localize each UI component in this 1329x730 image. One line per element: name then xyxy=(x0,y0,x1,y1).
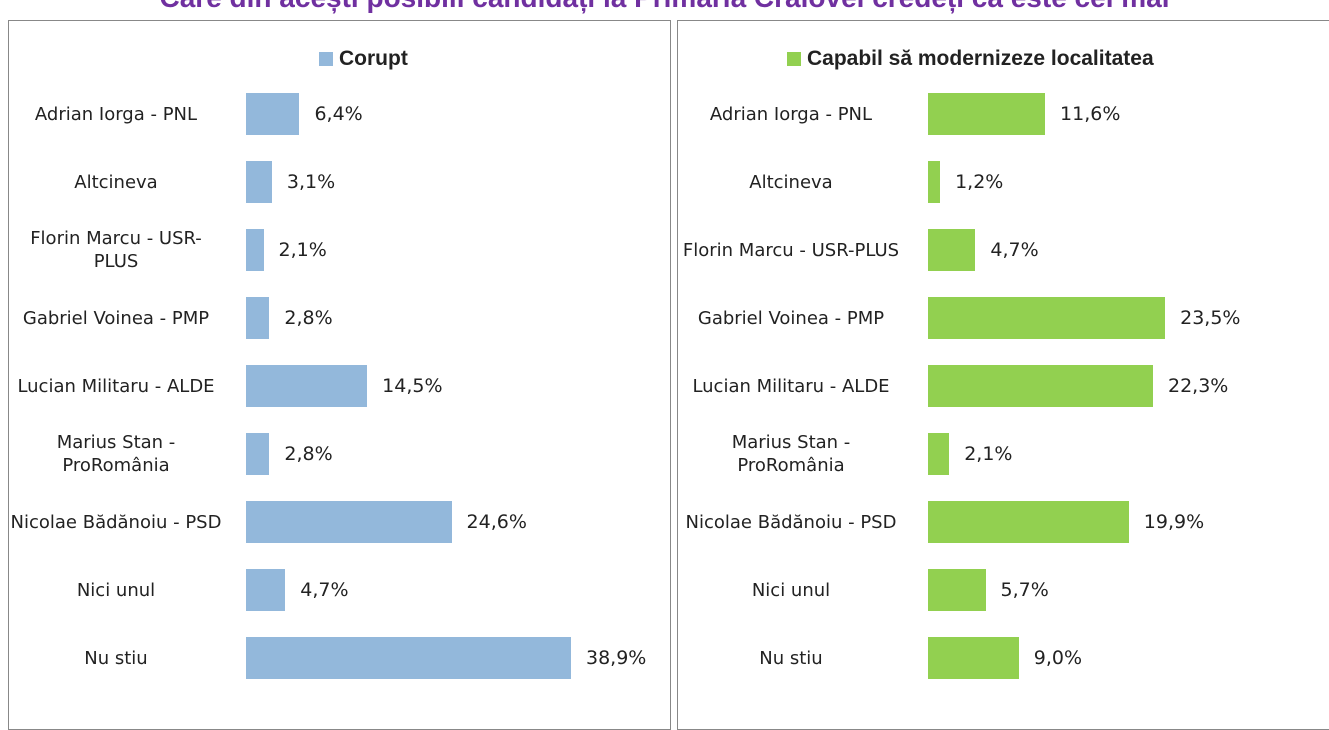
legend-label: Corupt xyxy=(339,47,408,70)
legend-item: Capabil să modernizeze localitatea xyxy=(787,45,1154,73)
bar xyxy=(246,637,571,679)
data-label: 11,6% xyxy=(1060,103,1121,125)
category-label: Marius Stan - ProRomânia xyxy=(56,432,176,476)
legend-item: Corupt xyxy=(319,45,408,73)
data-label: 1,2% xyxy=(955,171,1004,193)
category-label: Nu stiu xyxy=(759,647,823,669)
category-label: Nicolae Bădănoiu - PSD xyxy=(10,511,222,533)
bar xyxy=(246,501,452,543)
data-label: 19,9% xyxy=(1143,511,1205,533)
category-label: Altcineva xyxy=(74,171,158,193)
legend-label: Capabil să modernizeze localitatea xyxy=(807,47,1154,70)
category-label: Nici unul xyxy=(76,579,156,601)
bar xyxy=(928,569,986,611)
bar xyxy=(928,637,1019,679)
category-label: Lucian Militaru - ALDE xyxy=(692,375,890,397)
bar xyxy=(928,501,1129,543)
category-label: Nu stiu xyxy=(84,647,148,669)
chart-panel: Corupt Adrian Iorga - PNL 6,4% Altcineva 3,1… xyxy=(8,20,671,730)
category-label: Altcineva xyxy=(749,171,833,193)
bar xyxy=(928,297,1166,339)
bar xyxy=(928,229,976,271)
data-label: 2,1% xyxy=(278,239,327,261)
category-label: Adrian Iorga - PNL xyxy=(709,103,873,125)
data-label: 4,7% xyxy=(300,579,349,601)
data-label: 2,8% xyxy=(284,307,333,329)
category-label: Nici unul xyxy=(751,579,831,601)
legend-swatch xyxy=(319,52,333,66)
data-label: 2,8% xyxy=(284,443,333,465)
data-label: 38,9% xyxy=(586,647,647,669)
category-label: Lucian Militaru - ALDE xyxy=(17,375,215,397)
category-label: Gabriel Voinea - PMP xyxy=(22,307,210,329)
bar xyxy=(246,93,300,135)
category-label: Florin Marcu - USR-PLUS xyxy=(30,228,202,272)
data-label: 6,4% xyxy=(314,103,363,125)
bar xyxy=(246,229,264,271)
data-label: 4,7% xyxy=(990,239,1039,261)
category-label: Florin Marcu - USR-PLUS xyxy=(682,239,900,261)
bar xyxy=(246,161,272,203)
bar xyxy=(246,297,270,339)
data-label: 22,3% xyxy=(1168,375,1229,397)
data-label: 9,0% xyxy=(1033,647,1083,669)
bar xyxy=(928,161,941,203)
page-title: Care din acești posibili candidați la Pr… xyxy=(0,0,1329,22)
chart-panel: Capabil să modernizeze localitatea Adrian… xyxy=(677,20,1329,730)
data-label: 14,5% xyxy=(382,375,443,397)
category-label: Marius Stan - ProRomânia xyxy=(731,432,851,476)
data-label: 5,7% xyxy=(1000,579,1049,601)
category-label: Gabriel Voinea - PMP xyxy=(697,307,885,329)
category-label: Nicolae Bădănoiu - PSD xyxy=(685,511,897,533)
data-label: 2,1% xyxy=(964,443,1013,465)
bar xyxy=(928,93,1046,135)
data-label: 3,1% xyxy=(286,171,336,193)
bar xyxy=(246,365,368,407)
category-label: Adrian Iorga - PNL xyxy=(34,103,198,125)
bar xyxy=(928,365,1153,407)
data-label: 23,5% xyxy=(1180,307,1241,329)
bar xyxy=(246,569,286,611)
data-label: 24,6% xyxy=(466,511,527,533)
bar xyxy=(928,433,950,475)
legend-swatch xyxy=(787,52,801,66)
bar xyxy=(246,433,270,475)
